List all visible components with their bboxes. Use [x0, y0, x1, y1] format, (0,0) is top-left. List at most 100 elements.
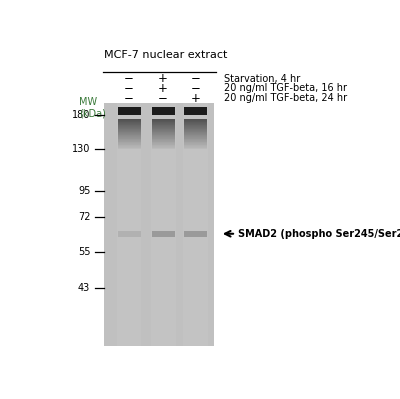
Bar — [118, 137, 140, 138]
Bar — [184, 125, 207, 126]
Bar — [118, 141, 140, 142]
Bar — [184, 120, 207, 121]
Bar — [184, 139, 207, 140]
Bar — [118, 138, 140, 139]
Bar — [152, 138, 175, 139]
Bar — [118, 119, 140, 120]
Bar — [184, 130, 207, 131]
Bar — [152, 121, 175, 122]
Bar — [152, 135, 175, 136]
Bar — [152, 127, 175, 128]
Bar — [104, 103, 214, 346]
Text: −: − — [191, 82, 201, 95]
Bar — [152, 126, 175, 127]
Text: 20 ng/ml TGF-beta, 24 hr: 20 ng/ml TGF-beta, 24 hr — [224, 93, 347, 103]
Bar — [152, 134, 175, 135]
Bar — [118, 142, 140, 143]
Bar — [118, 143, 140, 144]
Bar — [118, 107, 140, 115]
Bar — [152, 141, 175, 142]
Bar — [152, 122, 175, 123]
Bar — [184, 144, 207, 145]
Bar — [118, 136, 140, 137]
Bar — [183, 103, 208, 346]
Bar — [118, 130, 140, 131]
Bar — [118, 131, 140, 132]
Bar — [184, 134, 207, 135]
Bar — [184, 107, 207, 115]
Bar — [184, 128, 207, 129]
Text: 130: 130 — [72, 144, 90, 154]
Bar — [118, 126, 140, 127]
Text: SMAD2 (phospho Ser245/Ser250/Ser255): SMAD2 (phospho Ser245/Ser250/Ser255) — [238, 229, 400, 239]
Bar — [184, 122, 207, 123]
Text: 55: 55 — [78, 247, 90, 257]
Bar — [118, 121, 140, 122]
Bar — [152, 133, 175, 134]
Bar — [184, 135, 207, 136]
Bar — [152, 119, 175, 120]
Bar — [152, 145, 175, 146]
Bar — [118, 120, 140, 121]
Text: −: − — [124, 72, 134, 85]
Bar — [152, 120, 175, 121]
Bar — [184, 147, 207, 148]
Bar — [152, 130, 175, 131]
Bar — [152, 143, 175, 144]
Bar — [152, 123, 175, 124]
Bar — [184, 133, 207, 134]
Text: Starvation, 4 hr: Starvation, 4 hr — [224, 73, 300, 84]
Bar — [152, 131, 175, 132]
Bar — [118, 122, 140, 123]
Bar — [184, 138, 207, 139]
Bar — [184, 136, 207, 137]
Bar — [118, 134, 140, 135]
Bar — [152, 129, 175, 130]
Bar — [152, 132, 175, 133]
Bar — [152, 231, 175, 237]
Text: −: − — [158, 92, 168, 105]
Bar — [118, 123, 140, 124]
Bar — [184, 146, 207, 147]
Bar — [184, 124, 207, 125]
Bar — [118, 132, 140, 133]
Bar — [118, 148, 140, 149]
Text: 180: 180 — [72, 111, 90, 120]
Bar — [152, 124, 175, 125]
Text: 43: 43 — [78, 282, 90, 292]
Text: +: + — [158, 82, 168, 95]
Bar — [184, 145, 207, 146]
Bar — [184, 137, 207, 138]
Bar — [152, 140, 175, 141]
Bar — [184, 132, 207, 133]
Text: 95: 95 — [78, 186, 90, 196]
Bar — [152, 147, 175, 148]
Bar — [118, 140, 140, 141]
Bar — [184, 119, 207, 120]
Bar — [118, 125, 140, 126]
Bar — [184, 131, 207, 132]
Bar — [184, 126, 207, 127]
Bar — [184, 142, 207, 143]
Bar — [152, 146, 175, 147]
Text: 72: 72 — [78, 212, 90, 222]
Text: −: − — [124, 82, 134, 95]
Bar — [184, 231, 207, 237]
Text: 20 ng/ml TGF-beta, 16 hr: 20 ng/ml TGF-beta, 16 hr — [224, 83, 346, 93]
Bar — [152, 137, 175, 138]
Bar — [152, 107, 175, 115]
Bar — [118, 145, 140, 146]
Bar — [152, 142, 175, 143]
Bar — [152, 125, 175, 126]
Bar — [118, 144, 140, 145]
Text: +: + — [158, 72, 168, 85]
Bar — [184, 129, 207, 130]
Bar — [118, 127, 140, 128]
Bar — [152, 136, 175, 137]
Bar — [184, 143, 207, 144]
Bar — [151, 103, 176, 346]
Bar — [118, 147, 140, 148]
Bar — [152, 139, 175, 140]
Bar — [184, 148, 207, 149]
Bar — [152, 128, 175, 129]
